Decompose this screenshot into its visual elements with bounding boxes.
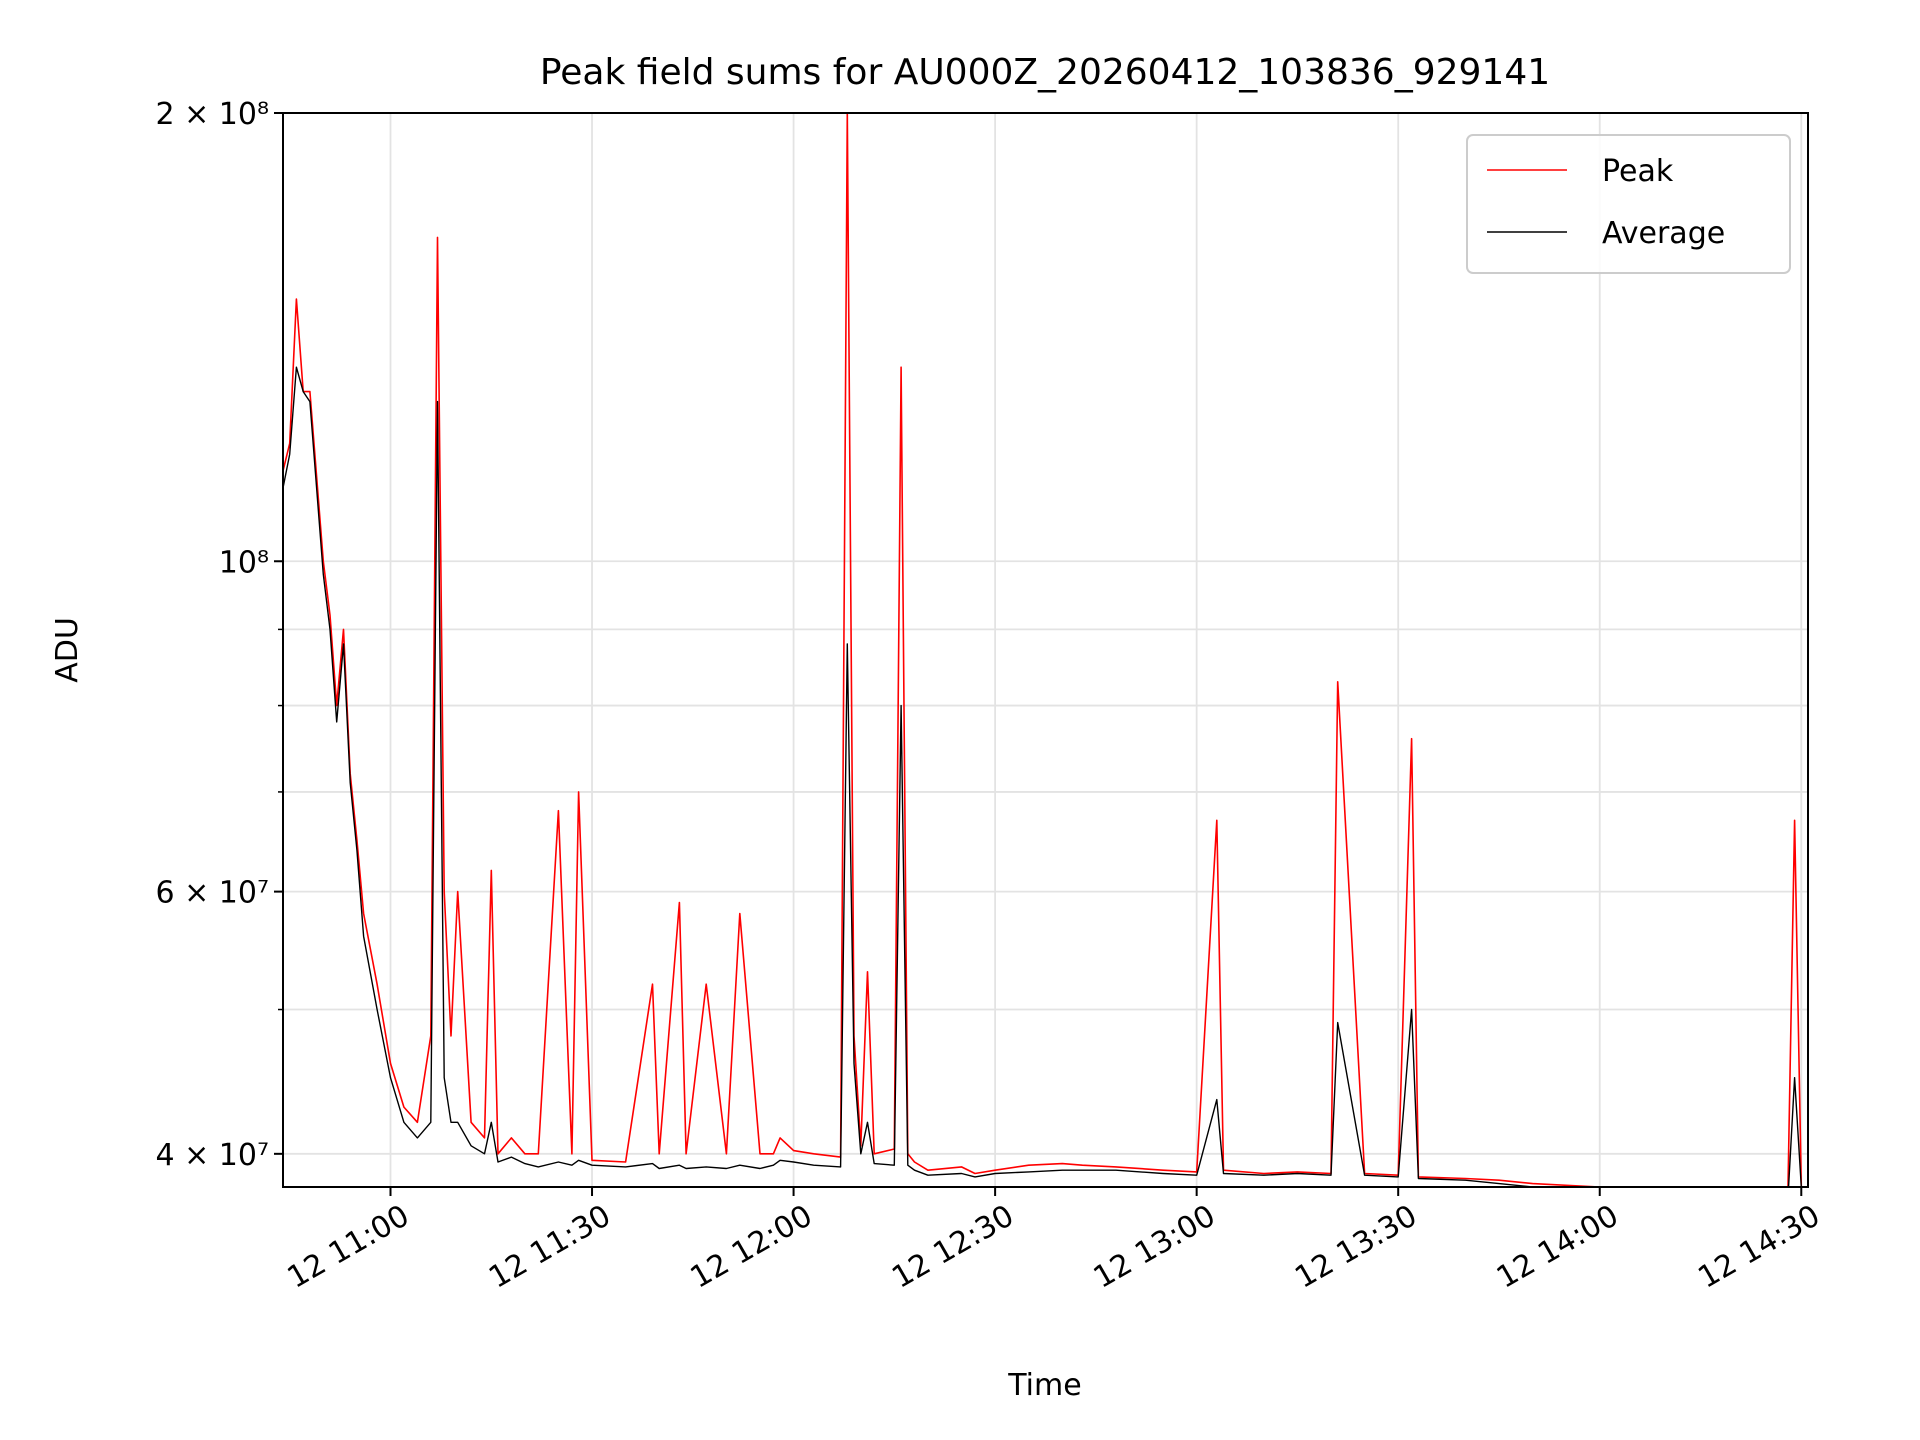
chart-title: Peak field sums for AU000Z_20260412_1038…	[540, 52, 1550, 93]
series-line-average	[283, 366, 1802, 1187]
x-axis-label: Time	[1007, 1368, 1081, 1403]
series-layer	[283, 113, 1803, 1187]
y-axis: 4 × 10⁷ 6 × 10⁷ 10⁸ 2 × 10⁸	[156, 97, 283, 1173]
legend-label-peak: Peak	[1602, 154, 1674, 189]
y-axis-label: ADU	[50, 617, 85, 683]
legend: Peak Average	[1466, 134, 1791, 274]
y-tick-label: 10⁸	[219, 545, 269, 580]
legend-label-average: Average	[1602, 216, 1725, 251]
series-line-peak	[283, 113, 1803, 1187]
y-tick-label: 2 × 10⁸	[156, 97, 270, 132]
y-tick-label: 4 × 10⁷	[156, 1138, 270, 1173]
plot-frame	[282, 112, 1809, 1188]
y-tick-label: 6 × 10⁷	[156, 876, 270, 911]
